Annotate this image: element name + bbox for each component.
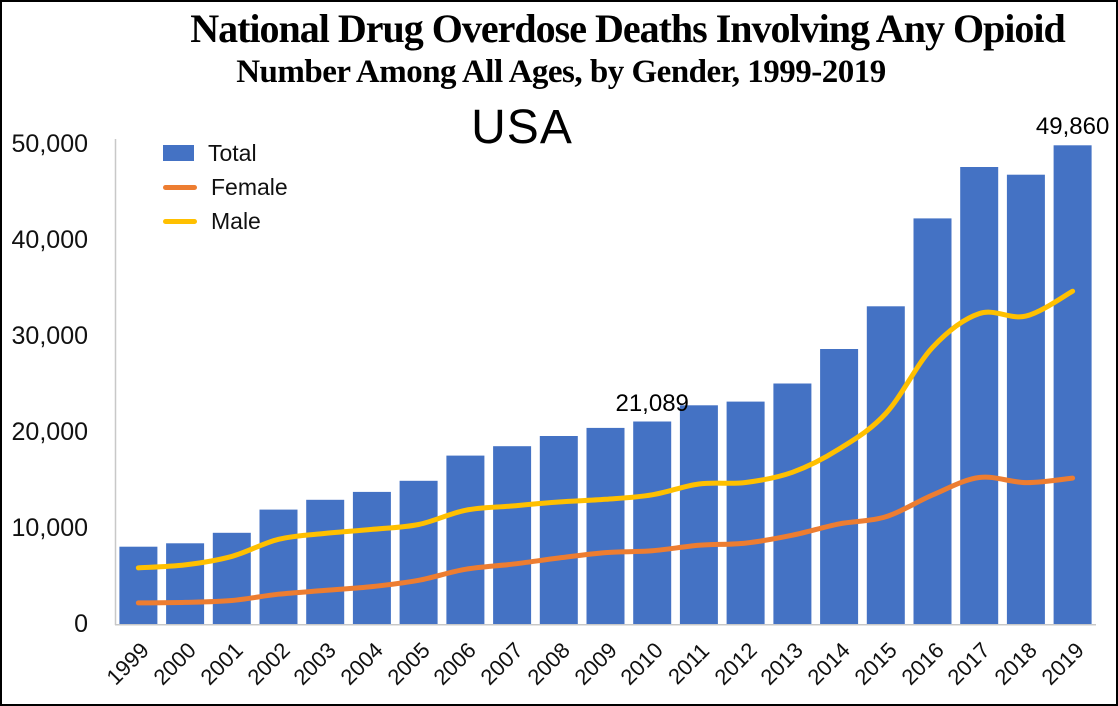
legend-label-male: Male (211, 207, 261, 234)
y-axis-tick-label: 10,000 (11, 514, 88, 542)
bar-2014 (820, 349, 859, 624)
y-axis-tick-label: 0 (74, 610, 88, 638)
bar-2019 (1053, 145, 1092, 625)
legend-swatch-total (163, 145, 194, 161)
legend-item-total: Total (163, 136, 288, 170)
bar-2012 (726, 401, 765, 624)
female-line (135, 474, 1076, 606)
y-axis-tick-label: 20,000 (11, 418, 88, 446)
bar-2011 (679, 405, 718, 624)
data-label-2010: 21,089 (615, 389, 689, 417)
legend-swatch-male (163, 218, 197, 224)
bar-2002 (259, 509, 298, 624)
bar-2013 (773, 383, 812, 624)
bar-2006 (446, 455, 485, 624)
data-label-2019: 49,860 (1035, 113, 1110, 141)
legend-label-female: Female (211, 173, 288, 200)
bar-2005 (399, 480, 438, 624)
chart-subtitle: Number Among All Ages, by Gender, 1999-2… (236, 54, 886, 90)
legend-swatch-female (163, 184, 197, 190)
y-axis-tick-label: 30,000 (11, 322, 88, 350)
bar-1999 (119, 546, 158, 624)
region-label: USA (471, 101, 573, 154)
bar-2017 (960, 167, 999, 624)
bar-2008 (539, 436, 578, 624)
bar-2004 (352, 491, 391, 624)
male-line (135, 288, 1076, 571)
legend-item-female: Female (163, 170, 288, 204)
bar-2000 (166, 543, 205, 624)
bar-2009 (586, 427, 625, 624)
legend-label-total: Total (208, 139, 257, 166)
bar-2015 (866, 306, 905, 624)
bar-2018 (1006, 174, 1045, 624)
legend: Total Female Male (163, 136, 288, 238)
bar-2007 (493, 446, 532, 624)
bar-2003 (306, 499, 345, 624)
y-axis-tick-label: 40,000 (11, 226, 88, 254)
chart-title: National Drug Overdose Deaths Involving … (190, 6, 1066, 51)
y-axis-tick-label: 50,000 (11, 130, 88, 158)
bar-2001 (212, 532, 251, 624)
bar-2010 (633, 421, 672, 624)
bar-2016 (913, 218, 952, 624)
legend-item-male: Male (163, 204, 288, 238)
